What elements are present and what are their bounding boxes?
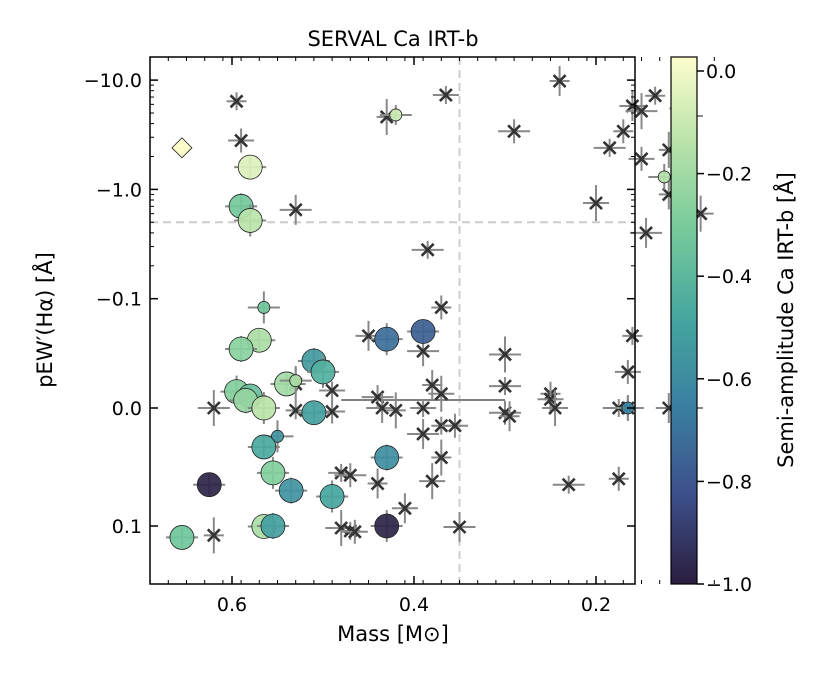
data-point-x xyxy=(431,295,452,320)
data-point-x xyxy=(361,385,394,410)
data-point-circle xyxy=(225,335,258,362)
colorbar-tick-label: −0.6 xyxy=(706,369,752,391)
y-tick-label: 0.1 xyxy=(112,516,142,538)
data-point-x xyxy=(411,240,444,259)
data-point-x xyxy=(608,466,629,491)
data-point-x xyxy=(614,359,641,384)
data-point-circle xyxy=(165,525,198,550)
colorbar-tick-label: −1.0 xyxy=(706,574,752,596)
data-point-circle xyxy=(256,456,289,489)
data-point-x xyxy=(593,138,626,157)
data-point-diamond xyxy=(171,137,193,159)
x-tick-label: 0.4 xyxy=(399,594,429,616)
data-point-x xyxy=(625,93,658,130)
data-point-x xyxy=(489,377,521,396)
y-tick-label: 0.0 xyxy=(112,398,142,420)
data-point-x xyxy=(441,413,468,438)
data-point-circle xyxy=(234,154,267,180)
data-point-x xyxy=(622,326,643,345)
data-point-x xyxy=(498,119,531,144)
data-point-x xyxy=(583,185,609,222)
data-point-x xyxy=(228,128,255,153)
x-tick-label: 0.2 xyxy=(581,594,611,616)
colorbar-tick-label: −0.8 xyxy=(706,471,752,493)
colorbar-tick-label: −0.4 xyxy=(706,266,752,288)
data-point-x xyxy=(489,336,521,373)
y-tick-label: −1.0 xyxy=(96,179,142,201)
data-point-circle xyxy=(297,400,330,426)
data-point-x xyxy=(552,475,585,494)
data-point-circle xyxy=(247,291,280,324)
data-point-circle xyxy=(307,355,339,388)
data-point-circle xyxy=(279,367,312,394)
data-point-x xyxy=(542,390,569,426)
data-point-x xyxy=(549,66,570,97)
data-point-x xyxy=(431,439,452,476)
data-point-circle xyxy=(275,477,308,504)
y-tick-label: −0.1 xyxy=(96,289,142,311)
data-point-x xyxy=(428,375,455,412)
data-point-circle xyxy=(370,323,403,356)
data-point-x xyxy=(443,512,476,543)
colorbar: 0.0 −0.2 −0.4 −0.6 −0.8 −1.0 xyxy=(670,56,752,596)
plot-frame xyxy=(149,56,636,585)
data-point-x xyxy=(197,390,230,426)
data-point-x xyxy=(385,392,406,429)
colorbar-label: Semi-amplitude Ca IRT-b [Å] xyxy=(772,172,798,468)
y-tick-label: −10.0 xyxy=(84,70,142,92)
y-axis-label: pEW′(Hα) [Å] xyxy=(31,252,57,388)
x-axis-label: Mass [M⊙] xyxy=(337,622,449,646)
data-point-circle xyxy=(234,204,267,237)
chart-title: SERVAL Ca IRT-b xyxy=(307,27,478,51)
data-point-x xyxy=(630,217,663,248)
x-tick-label: 0.6 xyxy=(217,594,247,616)
data-point-x xyxy=(203,517,224,554)
data-point-x xyxy=(407,418,440,449)
colorbar-tick-label: −0.2 xyxy=(706,164,752,186)
data-point-circle xyxy=(316,480,349,513)
colorbar-tick-label: 0.0 xyxy=(706,61,736,83)
data-point-x xyxy=(410,399,437,417)
data-point-x xyxy=(341,519,368,544)
data-point-x xyxy=(628,146,655,171)
data-point-x xyxy=(334,463,367,488)
data-point-x xyxy=(367,468,388,499)
data-point-circle xyxy=(370,510,403,542)
data-point-x xyxy=(645,86,666,105)
axes: 0.6 0.4 0.2 −10.0 −1.0 −0.1 0.0 0.1 xyxy=(84,57,715,616)
data-point-circle xyxy=(193,472,226,498)
data-point-x xyxy=(419,463,446,500)
data-point-circle xyxy=(648,163,681,190)
data-point-circle xyxy=(407,319,440,344)
data-point-x xyxy=(391,493,418,524)
colorbar-gradient xyxy=(670,56,698,585)
data-point-circle xyxy=(247,392,280,424)
data-point-circle xyxy=(243,327,276,353)
data-point-x xyxy=(613,119,634,144)
data-point-x xyxy=(319,381,346,400)
data-point-x xyxy=(537,384,564,415)
data-point-x xyxy=(226,92,247,111)
plot-area xyxy=(150,57,714,584)
data-point-x xyxy=(499,401,520,432)
data-point-x xyxy=(432,86,459,105)
data-point-circle xyxy=(256,513,289,539)
data-point-circle xyxy=(370,444,403,471)
data-point-circle xyxy=(247,434,280,460)
data-point-x xyxy=(279,194,312,225)
data-point-circle xyxy=(379,104,412,125)
